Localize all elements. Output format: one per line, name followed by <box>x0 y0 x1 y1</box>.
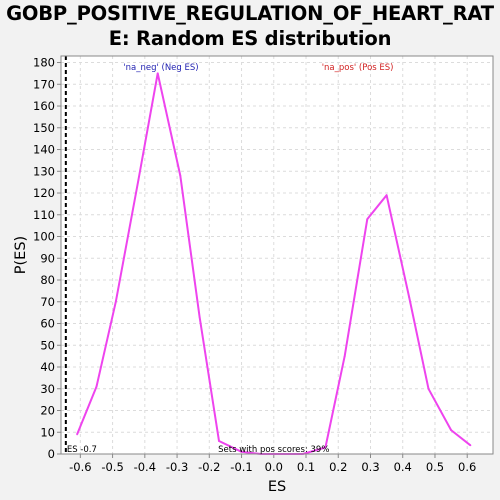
pos-scores-annotation: Sets with pos scores: 39% <box>218 445 329 455</box>
data-point <box>408 296 411 299</box>
data-point <box>324 446 327 449</box>
x-tick-label: -0.6 <box>69 460 91 474</box>
y-tick-label: 70 <box>40 295 55 309</box>
x-tick-label: 0.3 <box>361 460 379 474</box>
y-tick-label: 60 <box>40 317 55 331</box>
y-tick-label: 30 <box>40 382 55 396</box>
plot-frame <box>60 55 494 455</box>
y-tick-label: 110 <box>33 208 55 222</box>
y-tick-label: 180 <box>33 56 55 70</box>
y-tick-label: 140 <box>33 143 55 157</box>
x-axis-title: ES <box>268 479 286 495</box>
data-point <box>366 218 369 221</box>
pos-es-annotation: 'na_pos' (Pos ES) <box>322 63 394 73</box>
x-tick-label: 0.0 <box>265 460 283 474</box>
data-point <box>114 300 117 303</box>
x-tick-label: 0.4 <box>394 460 412 474</box>
y-tick-label: 20 <box>40 404 55 418</box>
y-tick-label: 100 <box>33 230 55 244</box>
x-tick-label: -0.5 <box>101 460 123 474</box>
data-point <box>179 174 182 177</box>
data-point <box>450 429 452 431</box>
x-tick-label: -0.2 <box>198 460 220 474</box>
x-tick-label: 0.2 <box>329 460 347 474</box>
neg-es-annotation: 'na_neg' (Neg ES) <box>123 63 198 73</box>
data-point <box>469 444 472 447</box>
y-tick-label: 80 <box>40 273 55 287</box>
data-point <box>240 450 243 453</box>
x-tick-label: -0.3 <box>166 460 188 474</box>
data-point <box>137 179 140 181</box>
axis-ticks <box>57 62 468 458</box>
x-tick-label: -0.1 <box>230 460 252 474</box>
es-marker-label: ES -0.7 <box>67 445 97 455</box>
chart-title: GOBP_POSITIVE_REGULATION_OF_HEART_RAT E:… <box>6 2 494 50</box>
data-point <box>427 387 430 390</box>
y-tick-label: 10 <box>40 425 55 439</box>
data-point <box>218 440 220 442</box>
x-tick-label: 0.6 <box>458 460 476 474</box>
axis-labels: 0 10 20 30 40 50 60 70 80 90 100 110 120 130 140 150 160… <box>33 56 476 474</box>
data-point <box>156 72 159 75</box>
y-tick-label: 50 <box>40 338 55 352</box>
data-point <box>343 355 346 358</box>
data-point <box>95 385 98 388</box>
y-tick-label: 40 <box>40 360 55 374</box>
y-tick-label: 130 <box>33 164 55 178</box>
data-point <box>385 194 388 197</box>
y-tick-label: 0 <box>48 447 55 461</box>
y-tick-label: 160 <box>33 99 55 113</box>
grid-lines <box>61 56 493 454</box>
data-point <box>198 316 201 318</box>
y-tick-label: 90 <box>40 251 55 265</box>
data-point <box>76 433 79 436</box>
x-tick-label: -0.4 <box>134 460 156 474</box>
y-tick-label: 170 <box>33 77 55 91</box>
plot-area <box>61 56 493 454</box>
x-tick-label: 0.1 <box>297 460 315 474</box>
y-tick-label: 150 <box>33 121 55 135</box>
y-axis-title: P(ES) <box>13 236 29 274</box>
x-tick-label: 0.5 <box>426 460 444 474</box>
y-tick-label: 120 <box>33 186 55 200</box>
